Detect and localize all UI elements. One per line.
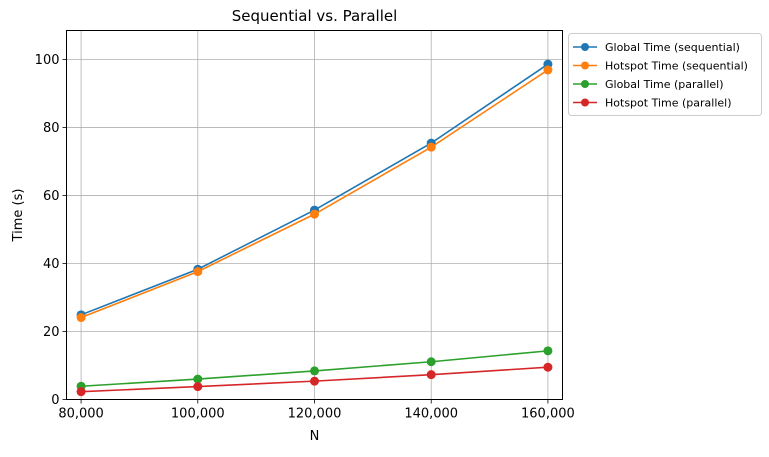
data-point xyxy=(310,366,319,376)
data-point xyxy=(76,313,86,323)
y-tick-label: 20 xyxy=(43,325,60,340)
data-point xyxy=(543,362,553,372)
legend-item: Global Time (sequential) xyxy=(573,41,740,54)
legend-item: Hotspot Time (parallel) xyxy=(573,97,732,110)
data-point xyxy=(193,382,203,392)
data-point xyxy=(193,374,203,384)
y-tick-label: 40 xyxy=(43,257,60,272)
x-tick-label: 160,000 xyxy=(521,407,575,422)
legend-label: Global Time (parallel) xyxy=(605,78,724,91)
series-layer xyxy=(76,59,553,397)
data-point xyxy=(426,370,436,380)
y-tick-label: 80 xyxy=(43,121,60,136)
legend-marker xyxy=(581,80,589,88)
legend-box xyxy=(568,33,762,116)
x-tick-label: 120,000 xyxy=(288,407,342,422)
legend: Global Time (sequential) Hotspot Time (se… xyxy=(568,33,762,116)
data-point xyxy=(543,346,553,356)
ticks-layer: 80,000 100,000 120,000 140,000 160,000 0 20 40 6… xyxy=(35,53,575,422)
data-point xyxy=(543,65,553,75)
series-hotspot-time-parallel xyxy=(76,362,553,397)
legend-marker xyxy=(581,43,589,51)
x-tick-label: 140,000 xyxy=(404,407,458,422)
data-point xyxy=(310,209,319,219)
data-point xyxy=(426,357,436,367)
x-tick-label: 80,000 xyxy=(58,407,104,422)
data-point xyxy=(193,267,203,277)
legend-label: Global Time (sequential) xyxy=(605,41,740,54)
chart-title: Sequential vs. Parallel xyxy=(232,7,398,25)
x-tick-label: 100,000 xyxy=(171,407,225,422)
y-tick-label: 60 xyxy=(43,189,60,204)
legend-item: Hotspot Time (sequential) xyxy=(573,60,748,73)
legend-label: Hotspot Time (sequential) xyxy=(605,60,748,73)
legend-item: Global Time (parallel) xyxy=(573,78,724,91)
y-axis-label: Time (s) xyxy=(11,189,26,243)
legend-marker xyxy=(581,98,589,107)
legend-label: Hotspot Time (parallel) xyxy=(605,97,732,110)
legend-marker xyxy=(581,61,589,70)
y-tick-label: 0 xyxy=(51,393,59,408)
x-axis-label: N xyxy=(310,429,320,444)
data-point xyxy=(310,376,319,386)
y-tick-label: 100 xyxy=(35,53,60,68)
series-hotspot-time-sequential xyxy=(76,65,553,323)
data-point xyxy=(426,142,436,152)
data-point xyxy=(76,387,86,397)
